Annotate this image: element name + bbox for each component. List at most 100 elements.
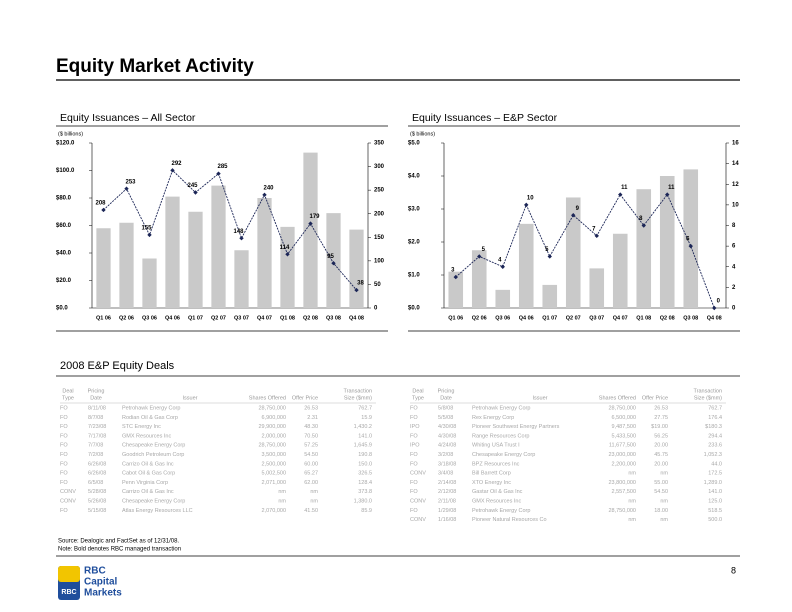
table-cell: 6,900,000 [262, 415, 286, 421]
x-tick-label: Q4 08 [349, 315, 364, 321]
y-tick-label: $3.0 [408, 207, 420, 213]
x-tick-label: Q1 07 [188, 315, 203, 321]
data-label: 10 [527, 195, 534, 201]
table-cell: 23,800,000 [608, 480, 636, 486]
table-cell: 172.5 [708, 471, 722, 477]
count-marker [354, 287, 359, 293]
table-cell: 28,750,000 [608, 508, 636, 514]
table-header: Transaction [693, 388, 722, 394]
table-cell: 28,750,000 [258, 405, 286, 411]
y2-tick-label: 12 [732, 182, 739, 188]
table-cell: Gastar Oil & Gas Inc [472, 489, 523, 495]
table-cell: Petrohawk Energy Corp [472, 405, 530, 411]
x-tick-label: Q4 08 [707, 315, 722, 321]
count-marker [500, 264, 505, 269]
table-cell: 2,557,500 [612, 489, 636, 495]
data-label: 179 [309, 214, 320, 220]
table-cell: CONV [410, 498, 426, 504]
table-cell: 56.25 [654, 433, 668, 439]
table-cell: FO [410, 415, 418, 421]
table-cell: FO [410, 489, 418, 495]
table-cell: 23,000,000 [608, 452, 636, 458]
table-cell: 5/8/08 [438, 405, 453, 411]
x-tick-label: Q4 07 [613, 315, 628, 321]
data-label: 114 [280, 245, 290, 251]
bar [448, 271, 464, 308]
table-cell: FO [60, 471, 68, 477]
table-cell: IPO [410, 424, 420, 430]
data-label: 240 [263, 185, 274, 191]
y2-tick-label: 10 [732, 202, 739, 208]
table-cell: 2/14/08 [438, 480, 456, 486]
table-cell: FO [60, 443, 68, 449]
table-cell: 6,500,000 [612, 415, 636, 421]
x-tick-label: Q1 07 [542, 315, 557, 321]
table-header: Type [62, 395, 74, 401]
x-tick-label: Q1 06 [448, 315, 463, 321]
table-cell: IPO [410, 443, 420, 449]
table-cell: FO [60, 480, 68, 486]
count-marker [101, 207, 106, 213]
table-cell: 55.00 [654, 480, 668, 486]
table-cell: XTO Energy Inc [472, 480, 511, 486]
data-label: 292 [171, 161, 182, 167]
table-header: Size ($mm) [344, 395, 372, 401]
bar [683, 169, 699, 308]
table-cell: 54.50 [654, 489, 668, 495]
table-cell: nm [628, 498, 636, 504]
y-tick-label: $4.0 [408, 174, 420, 180]
table-cell: 1,380.0 [354, 498, 372, 504]
x-tick-label: Q4 07 [257, 315, 272, 321]
table-cell: Petrohawk Energy Corp [472, 508, 530, 514]
y-tick-label: $20.0 [56, 278, 72, 284]
table-cell: Carrizo Oil & Gas Inc [122, 461, 174, 467]
x-tick-label: Q2 07 [211, 315, 226, 321]
y2-tick-label: 14 [732, 161, 739, 167]
data-label: 6 [686, 237, 690, 243]
table-cell: Rex Energy Corp [472, 415, 514, 421]
table-cell: 294.4 [708, 433, 722, 439]
x-tick-label: Q1 08 [636, 315, 651, 321]
table-cell: CONV [410, 517, 426, 523]
table-cell: nm [628, 517, 636, 523]
table-header: Shares Offered [599, 395, 636, 401]
table-cell: Carrizo Oil & Gas Inc [122, 489, 174, 495]
y2-tick-label: 150 [374, 235, 385, 241]
count-line [103, 169, 357, 291]
table-cell: CONV [60, 489, 76, 495]
logo-mark: RBC [61, 589, 76, 596]
count-marker [477, 254, 482, 259]
table-header: Pricing [88, 388, 105, 394]
table-cell: 26.53 [304, 405, 318, 411]
table-cell: 4/30/08 [438, 424, 456, 430]
table-cell: nm [310, 498, 318, 504]
logo-text: Markets [84, 588, 122, 599]
data-label: 11 [621, 185, 628, 191]
table-header: Pricing [438, 388, 455, 394]
table-cell: Goodrich Petroleum Corp [122, 452, 184, 458]
table-cell: GMX Resources Inc [472, 498, 521, 504]
table-cell: Bill Barrett Corp [472, 471, 511, 477]
x-tick-label: Q2 07 [566, 315, 581, 321]
table-cell: 2/11/08 [438, 498, 456, 504]
table-cell: $180.3 [705, 424, 722, 430]
table-cell: 2,070,000 [262, 508, 286, 514]
table-cell: 5,002,500 [262, 471, 286, 477]
bar [280, 226, 295, 308]
table-header: Issuer [533, 395, 548, 401]
data-label: 253 [125, 179, 136, 185]
table-cell: 7/17/08 [88, 433, 106, 439]
data-label: 95 [327, 254, 334, 260]
data-label: 3 [451, 268, 455, 274]
x-tick-label: Q3 06 [495, 315, 510, 321]
data-label: 11 [668, 185, 675, 191]
table-header: Date [90, 395, 102, 401]
logo: RBC RBC Capital Markets [58, 566, 122, 600]
table-cell: 128.4 [358, 480, 372, 486]
x-tick-label: Q3 07 [589, 315, 604, 321]
x-tick-label: Q3 07 [234, 315, 249, 321]
table-header: Type [412, 395, 424, 401]
data-label: 5 [545, 247, 549, 253]
table-cell: CONV [410, 471, 426, 477]
count-marker [571, 212, 576, 218]
